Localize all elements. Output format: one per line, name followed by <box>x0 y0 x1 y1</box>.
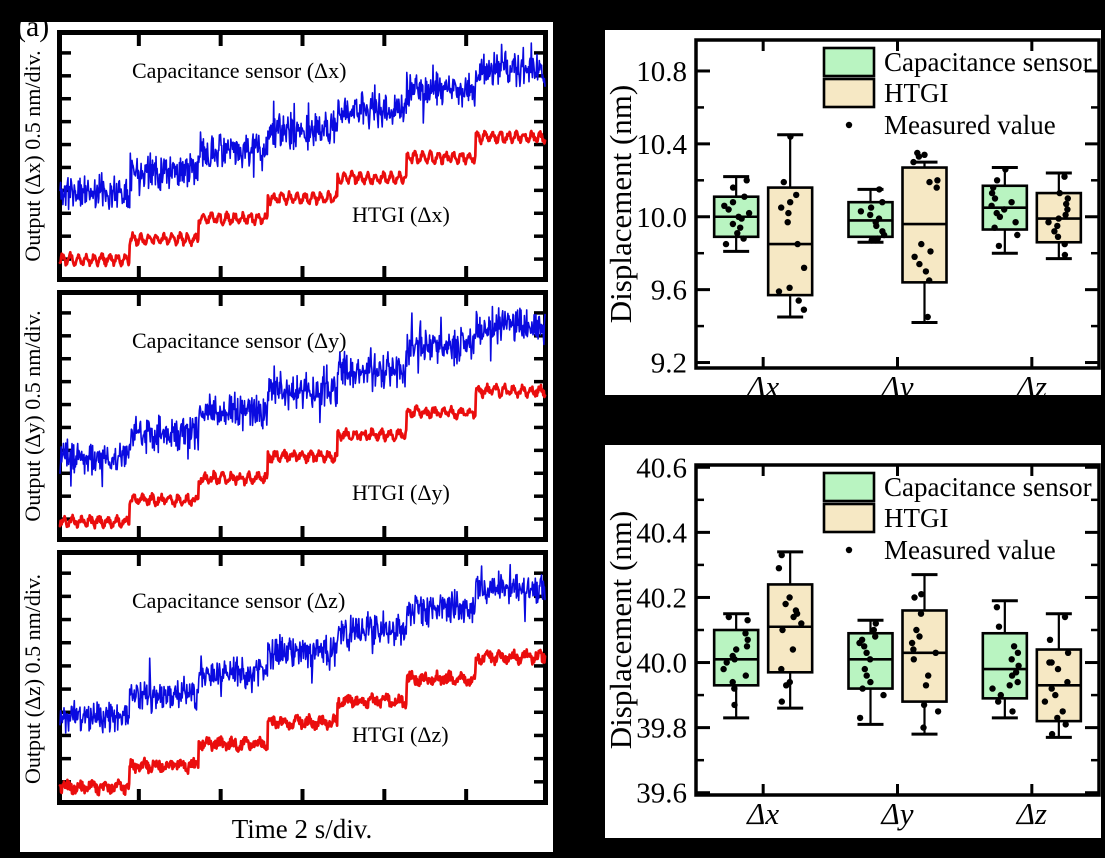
time-plot-dz-canvas <box>57 550 548 805</box>
boxplot-40nm-canvas: 39.6 39.8 40.0 40.2 40.4 40.6 Δx Δy Δz Displaceme… <box>605 452 1101 831</box>
trace-label-capacitance-dx: Capacitance sensor (Δx) <box>132 58 347 83</box>
trace-capacitance <box>59 42 546 211</box>
y-axis-title: Displacement (nm) <box>605 85 638 323</box>
boxplot-10nm-canvas: 9.2 9.6 10.0 10.4 10.8 Δx Δy Δz Displacement (nm… <box>605 38 1101 395</box>
box-htgi-dx <box>766 550 814 710</box>
box-capacitance-dz <box>981 166 1029 255</box>
box-htgi-dy <box>901 573 948 736</box>
scatter-points <box>720 613 751 709</box>
box-capacitance-dx <box>712 175 760 253</box>
trace-label-htgi-dy: HTGI (Δy) <box>352 480 450 505</box>
scatter-points <box>910 149 941 321</box>
y-axis-label-dx: Output (Δx) 0.5 nm/div. <box>20 50 45 262</box>
scatter-points <box>1041 613 1072 738</box>
box-htgi-dz <box>1035 171 1083 261</box>
box-capacitance-dy <box>847 618 894 726</box>
axes: 9.2 9.6 10.0 10.4 10.8 Δx Δy Δz Displacement (nm… <box>605 38 1101 395</box>
y-tick-label: 10.8 <box>636 56 687 88</box>
y-tick-label: 9.6 <box>651 275 687 307</box>
trace-htgi <box>58 382 547 530</box>
figure-label: (a) <box>16 10 50 43</box>
trace-htgi <box>58 129 547 268</box>
time-plot-dx <box>57 30 548 282</box>
y-tick-label: 40.2 <box>636 582 687 614</box>
scatter-points <box>775 551 805 705</box>
scatter-points <box>721 177 753 248</box>
legend-label-htgi: HTGI <box>884 78 948 108</box>
trace-label-htgi-dx: HTGI (Δx) <box>352 202 450 227</box>
category-label: Δy <box>880 796 914 831</box>
time-plot-dy-canvas <box>57 290 548 542</box>
box-capacitance-dz <box>981 599 1029 720</box>
time-plot-dz <box>57 550 548 805</box>
time-series-figure-panel: (a) Output (Δx) 0.5 nm/div. Output (Δy) … <box>16 10 553 852</box>
box-capacitance-dx <box>712 612 760 720</box>
y-tick-label: 10.4 <box>636 129 687 161</box>
category-label: Δz <box>1015 369 1047 395</box>
legend-label-capacitance: Capacitance sensor <box>884 472 1092 502</box>
y-tick-label: 39.6 <box>636 778 687 810</box>
category-label: Δy <box>880 369 914 395</box>
box-capacitance-dy <box>847 186 894 244</box>
y-tick-label: 39.8 <box>636 713 687 745</box>
trace-label-htgi-dz: HTGI (Δz) <box>352 722 449 747</box>
axes: 39.6 39.8 40.0 40.2 40.4 40.6 Δx Δy Δz Displaceme… <box>605 452 1101 831</box>
scatter-points <box>988 166 1021 250</box>
y-axis-title: Displacement (nm) <box>605 511 638 749</box>
scatter-points <box>857 186 888 244</box>
time-plot-frame <box>57 290 548 542</box>
y-tick-label: 40.6 <box>636 452 687 484</box>
y-tick-label: 40.4 <box>636 517 687 549</box>
y-tick-label: 9.2 <box>651 348 687 380</box>
time-plot-frame <box>57 30 548 282</box>
legend-label-measured: Measured value <box>884 535 1056 565</box>
box-htgi-dz <box>1035 612 1083 739</box>
legend-label-measured: Measured value <box>884 110 1056 140</box>
x-axis-title: Time 2 s/div. <box>231 814 373 844</box>
category-label: Δx <box>745 796 779 831</box>
time-plot-dx-canvas <box>57 30 548 282</box>
y-axis-label-dz: Output (Δz) 0.5 nm/div. <box>20 573 45 785</box>
y-tick-label: 40.0 <box>636 648 687 680</box>
scatter-points <box>1045 173 1071 259</box>
trace-label-capacitance-dz: Capacitance sensor (Δz) <box>132 588 346 613</box>
scatter-points <box>908 591 942 731</box>
trace-capacitance <box>59 563 546 734</box>
box-htgi-dy <box>901 149 948 324</box>
scatter-points <box>989 604 1022 715</box>
box-htgi-dx <box>766 133 814 319</box>
boxplot-panel-10nm: 9.2 9.6 10.0 10.4 10.8 Δx Δy Δz Displacement (nm… <box>605 30 1101 395</box>
time-plot-frame <box>57 550 548 805</box>
legend-label-capacitance: Capacitance sensor <box>884 47 1092 77</box>
trace-capacitance <box>59 305 546 488</box>
trace-htgi <box>58 648 547 797</box>
category-label: Δx <box>745 369 779 395</box>
y-axis-label-dy: Output (Δy) 0.5 nm/div. <box>20 310 45 522</box>
scatter-points <box>775 133 808 313</box>
y-tick-label: 10.0 <box>636 202 687 234</box>
boxplot-panel-40nm: 39.6 39.8 40.0 40.2 40.4 40.6 Δx Δy Δz Displaceme… <box>605 445 1101 838</box>
category-label: Δz <box>1015 796 1047 831</box>
trace-label-capacitance-dy: Capacitance sensor (Δy) <box>132 328 347 353</box>
legend-label-htgi: HTGI <box>884 503 948 533</box>
scatter-points <box>856 620 887 722</box>
time-plot-dy <box>57 290 548 542</box>
